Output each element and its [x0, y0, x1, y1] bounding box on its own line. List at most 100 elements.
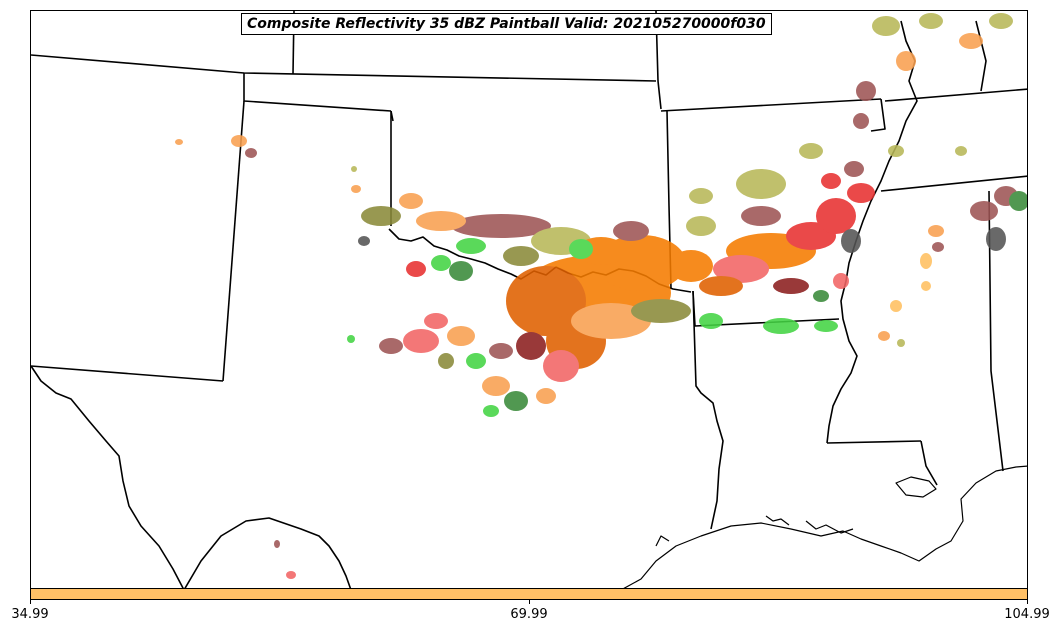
storm-core-7 — [631, 299, 691, 323]
map-title-text: Composite Reflectivity 35 dBZ Paintball … — [247, 16, 766, 32]
boundary-north-1 — [31, 54, 657, 82]
la-cell-3 — [878, 331, 890, 341]
coast-detail-2 — [805, 520, 854, 534]
colorbar-tick-min — [30, 600, 31, 604]
ok-band-9 — [503, 246, 539, 266]
ar-band-8 — [841, 229, 861, 253]
colorbar-tick-label-max: 104.99 — [1004, 607, 1050, 622]
tx-cell-3 — [447, 326, 475, 346]
boundary-tx-la — [692, 290, 724, 530]
west-cell-1 — [231, 135, 247, 147]
west-cell-2 — [245, 148, 257, 158]
storm-core-9 — [669, 250, 713, 282]
ne-patch-19 — [955, 146, 967, 156]
colorbar-tick-mid — [529, 600, 530, 604]
ne-patch-13 — [989, 13, 1013, 29]
ok-band-11 — [431, 255, 451, 271]
ok-band-5 — [456, 238, 486, 254]
ne-patch-17 — [986, 227, 1006, 251]
boundary-nm-south — [31, 365, 224, 382]
la-cell-2 — [890, 300, 902, 312]
boundary-ms-north — [880, 175, 1027, 192]
tx-cell-1 — [403, 329, 439, 353]
ne-patch-5 — [689, 188, 713, 204]
ne-patch-14 — [970, 201, 998, 221]
la-cell-6 — [897, 339, 905, 347]
ne-patch-18 — [928, 225, 944, 237]
ok-band-1 — [451, 214, 551, 238]
ar-band-5 — [699, 276, 743, 296]
colorbar-tick-label-min: 34.99 — [11, 607, 49, 622]
boundary-north-5 — [870, 98, 886, 132]
tx-cell-12 — [489, 343, 513, 359]
ar-band-10 — [847, 183, 875, 203]
map-frame — [30, 10, 1028, 589]
ok-band-13 — [449, 261, 473, 281]
boundary-mexico-south — [184, 517, 352, 588]
tx-cell-10 — [483, 405, 499, 417]
ne-patch-7 — [853, 113, 869, 129]
stx-cell-2 — [274, 540, 280, 548]
boundary-tn-ky — [975, 20, 987, 92]
west-cell-5 — [351, 166, 357, 172]
ok-band-12 — [406, 261, 426, 277]
coastline — [623, 465, 1027, 588]
reflectivity-blobs — [175, 13, 1027, 579]
boundary-la-ms — [826, 440, 922, 444]
ne-patch-9 — [872, 16, 900, 36]
tx-cell-7 — [536, 388, 556, 404]
boundary-ms-south — [920, 440, 938, 486]
la-cell-5 — [932, 242, 944, 252]
tx-cell-4 — [466, 353, 486, 369]
ne-patch-6 — [856, 81, 876, 101]
coast-detail-3 — [655, 535, 670, 547]
ar-band-11 — [699, 313, 723, 329]
ok-band-7 — [361, 206, 401, 226]
ne-patch-4 — [844, 161, 864, 177]
ne-patch-10 — [919, 13, 943, 29]
ne-patch-11 — [896, 51, 916, 71]
ar-band-7 — [686, 216, 716, 236]
state-boundaries — [31, 11, 1027, 588]
coast-detail-1 — [765, 515, 790, 526]
ar-band-9 — [773, 278, 809, 294]
ar-band-13 — [814, 320, 838, 332]
ne-patch-2 — [799, 143, 823, 159]
tx-cell-11 — [347, 335, 355, 343]
storm-core-6 — [571, 303, 651, 339]
ar-band-4 — [713, 255, 769, 283]
tx-cell-2 — [379, 338, 403, 354]
boundary-ok-north — [390, 110, 394, 122]
colorbar-tick-label-mid: 69.99 — [510, 607, 548, 622]
boundary-nm-west — [222, 100, 245, 382]
boundary-north-4 — [660, 98, 882, 112]
ar-band-6 — [741, 206, 781, 226]
ok-band-10 — [613, 221, 649, 241]
map-title: Composite Reflectivity 35 dBZ Paintball … — [241, 13, 772, 35]
tx-cell-9 — [424, 313, 448, 329]
ar-band-15 — [833, 273, 849, 289]
ar-band-12 — [763, 318, 799, 334]
west-cell-3 — [175, 139, 183, 145]
la-delta — [895, 476, 937, 498]
gulf-coast — [623, 465, 1027, 588]
ar-band-3 — [816, 198, 856, 234]
colorbar-tick-max — [1027, 600, 1028, 604]
tx-cell-6 — [504, 391, 528, 411]
west-cell-4 — [351, 185, 361, 193]
ok-band-2 — [416, 211, 466, 231]
la-cell-4 — [921, 281, 931, 291]
ok-band-8 — [399, 193, 423, 209]
storm-core-8 — [516, 332, 546, 360]
tx-cell-8 — [438, 353, 454, 369]
ne-patch-1 — [736, 169, 786, 199]
la-cell-1 — [920, 253, 932, 269]
boundary-north-east — [884, 88, 1027, 102]
ar-band-14 — [813, 290, 829, 302]
stx-cell-1 — [286, 571, 296, 579]
tx-cell-5 — [482, 376, 510, 396]
ne-patch-16 — [1009, 191, 1027, 211]
reflectivity-map — [31, 11, 1027, 588]
ne-patch-12 — [959, 33, 983, 49]
ok-band-6 — [569, 239, 593, 259]
